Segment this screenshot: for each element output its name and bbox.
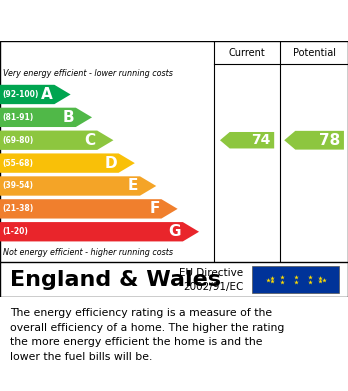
Text: C: C [84, 133, 95, 148]
Text: F: F [149, 201, 160, 216]
Polygon shape [0, 85, 71, 104]
Text: A: A [41, 87, 53, 102]
Polygon shape [0, 131, 113, 150]
Text: (81-91): (81-91) [3, 113, 34, 122]
Polygon shape [0, 199, 177, 219]
Text: (21-38): (21-38) [3, 204, 34, 213]
Text: D: D [104, 156, 117, 170]
Text: E: E [128, 178, 138, 194]
Text: Potential: Potential [293, 48, 335, 57]
Polygon shape [0, 222, 199, 241]
Polygon shape [220, 132, 274, 149]
Text: The energy efficiency rating is a measure of the
overall efficiency of a home. T: The energy efficiency rating is a measur… [10, 308, 285, 362]
Polygon shape [284, 131, 344, 150]
Text: Current: Current [229, 48, 266, 57]
Text: 74: 74 [251, 133, 271, 147]
Text: G: G [168, 224, 181, 239]
Text: Very energy efficient - lower running costs: Very energy efficient - lower running co… [3, 69, 173, 78]
Polygon shape [0, 108, 92, 127]
Text: (69-80): (69-80) [3, 136, 34, 145]
Bar [252, 266, 339, 293]
Text: (39-54): (39-54) [3, 181, 34, 190]
Text: Energy Efficiency Rating: Energy Efficiency Rating [10, 11, 239, 30]
Polygon shape [0, 176, 156, 196]
Text: (1-20): (1-20) [3, 227, 29, 236]
Text: (55-68): (55-68) [3, 159, 34, 168]
Text: England & Wales: England & Wales [10, 269, 221, 290]
Text: B: B [62, 110, 74, 125]
Text: 78: 78 [319, 133, 340, 148]
Text: EU Directive
2002/91/EC: EU Directive 2002/91/EC [180, 267, 244, 292]
Polygon shape [0, 153, 135, 173]
Text: Not energy efficient - higher running costs: Not energy efficient - higher running co… [3, 248, 174, 257]
Text: (92-100): (92-100) [3, 90, 39, 99]
